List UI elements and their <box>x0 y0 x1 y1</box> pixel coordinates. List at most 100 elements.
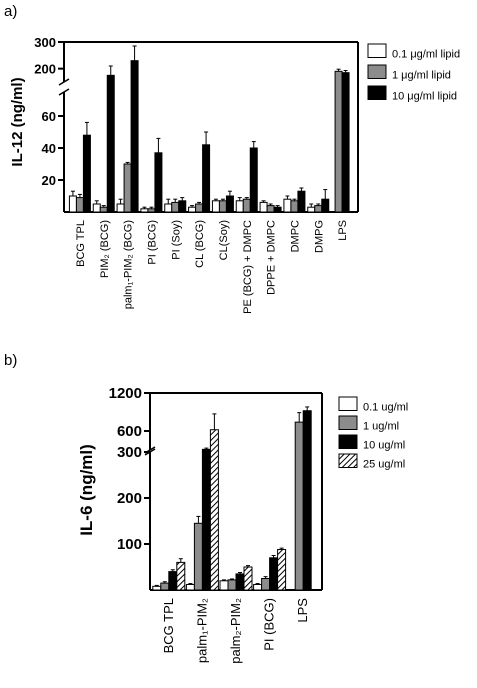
panel-a-axis-break-mark <box>58 78 70 86</box>
panel-a-legend-label: 0.1 μg/ml lipid <box>392 49 460 61</box>
panel-b-chart: b) IL-6 (ng/ml) 100 200 300 600 1200 BCG TPL p… <box>4 352 408 664</box>
panel-a-bar-1-g-ml-lipid <box>75 197 84 213</box>
panel-a-category-label: DMPG <box>313 220 325 253</box>
panel-a-y-tick-label: 200 <box>34 62 56 77</box>
panel-b-bar-1-ug-ml <box>227 579 237 591</box>
panel-a-bar-10-g-ml-lipid <box>82 134 91 213</box>
panel-b-bar-25-ug-ml <box>209 429 219 591</box>
panel-a-category-label: LPS <box>337 220 349 241</box>
panel-a-bar-0-1-g-ml-lipid <box>140 208 149 213</box>
panel-a-bar-0-1-g-ml-lipid <box>211 200 220 213</box>
panel-a-bar-1-g-ml-lipid <box>147 208 156 213</box>
panel-a-bar-10-g-ml-lipid <box>341 72 350 213</box>
panel-a-category-label: DPPE + DMPC <box>266 220 278 295</box>
panel-b-y-tick-label: 100 <box>117 536 142 553</box>
panel-a-y-tick-label: 40 <box>42 141 56 156</box>
panel-a-legend-label: 1 μg/ml lipid <box>392 70 451 82</box>
panel-b-legend-swatch <box>338 415 358 430</box>
panel-a-legend-swatch <box>367 85 387 100</box>
panel-b-category-label: palm₂-PIM₂ <box>228 598 243 664</box>
panel-b-legend-swatch <box>338 453 358 468</box>
panel-b-y-tick-label: 200 <box>117 490 142 507</box>
panel-a-bar-0-1-g-ml-lipid <box>92 203 101 213</box>
panel-a-bar-10-g-ml-lipid <box>178 200 187 213</box>
panel-a-y-tick-label: 20 <box>42 173 56 188</box>
panel-a-bar-10-g-ml-lipid <box>106 74 115 213</box>
panel-b-legend-label: 25 ug/ml <box>363 459 405 471</box>
panel-b-bar-0-1-ug-ml <box>253 583 263 591</box>
panel-b-y-axis-label: IL-6 (ng/ml) <box>77 444 96 536</box>
panel-a-category-label: PE (BCG) + DMPC <box>242 220 254 314</box>
panel-b-category-label: palm₁-PIM₂ <box>194 598 209 663</box>
panel-b-bar-25-ug-ml <box>176 561 186 591</box>
panel-a-bar-1-g-ml-lipid <box>266 205 275 213</box>
panel-b-bar-0-1-ug-ml <box>152 585 162 591</box>
panel-b-category-label: LPS <box>295 598 310 623</box>
panel-a-label: a) <box>4 3 17 20</box>
panel-a-bar-10-g-ml-lipid <box>273 206 282 213</box>
panel-b-bar-10-ug-ml <box>201 448 211 591</box>
panel-b-y-tick-label: 600 <box>117 423 142 440</box>
panel-a-category-label: CL (BCG) <box>194 220 206 268</box>
panel-a-y-axis-label: IL-12 (ng/ml) <box>9 77 26 166</box>
panel-b-bar-10-ug-ml <box>302 410 312 591</box>
panel-a-bar-1-g-ml-lipid <box>99 206 108 213</box>
panel-b-category-label: BCG TPL <box>161 598 176 653</box>
panel-b-bar-1-ug-ml <box>193 522 203 591</box>
panel-b-bar-0-1-ug-ml <box>219 580 229 591</box>
panel-a-category-label: PI (BCG) <box>146 220 158 265</box>
panel-b-category-label: PI (BCG) <box>262 598 277 651</box>
panel-a-legend-swatch <box>367 43 387 58</box>
panel-b-legend-swatch <box>338 396 358 411</box>
panel-a-axis-break-mark <box>58 88 70 96</box>
panel-a-bar-10-g-ml-lipid <box>297 190 306 213</box>
panel-a-bar-0-1-g-ml-lipid <box>235 200 244 213</box>
panel-a-y-tick-label: 300 <box>34 35 56 50</box>
panel-a-bar-10-g-ml-lipid <box>321 198 330 213</box>
panel-b-y-tick-label: 300 <box>117 444 142 461</box>
panel-a-category-label: DMPC <box>289 220 301 252</box>
panel-b-bar-10-ug-ml <box>269 557 279 591</box>
panel-a-bar-1-g-ml-lipid <box>314 205 323 213</box>
panel-a-bar-10-g-ml-lipid <box>130 60 139 213</box>
panel-a-bar-10-g-ml-lipid <box>154 152 163 213</box>
panel-a-bar-1-g-ml-lipid <box>195 203 204 213</box>
panel-a-bar-1-g-ml-lipid <box>171 201 180 213</box>
panel-b-bar-25-ug-ml <box>243 566 253 591</box>
panel-b-bar-0-1-ug-ml <box>185 583 195 591</box>
panel-a-bar-1-g-ml-lipid <box>123 163 132 213</box>
panel-a-bar-10-g-ml-lipid <box>249 147 258 213</box>
panel-b-bar-25-ug-ml <box>277 549 287 591</box>
panel-a-category-label: palm₁-PIM₂ (BCG) <box>123 220 135 309</box>
panel-b-bar-1-ug-ml <box>160 582 170 591</box>
panel-b-bar-10-ug-ml <box>168 571 178 591</box>
panel-b-legend-label: 1 ug/ml <box>363 421 399 433</box>
panel-a-legend-swatch <box>367 64 387 79</box>
panel-a-bar-0-1-g-ml-lipid <box>307 206 316 213</box>
panel-b-bar-10-ug-ml <box>235 573 245 591</box>
panel-a-legend-label: 10 μg/ml lipid <box>392 91 457 103</box>
panel-b-y-tick-label: 1200 <box>109 385 142 402</box>
panel-a-bar-0-1-g-ml-lipid <box>259 201 268 213</box>
panel-a-category-label: BCG TPL <box>75 220 87 267</box>
panel-a-bar-1-g-ml-lipid <box>334 70 343 213</box>
panel-a-bar-1-g-ml-lipid <box>218 200 227 213</box>
panel-a-y-tick-label: 60 <box>42 109 56 124</box>
panel-a-bar-0-1-g-ml-lipid <box>164 203 173 213</box>
panel-b-legend-label: 10 ug/ml <box>363 440 405 452</box>
panel-a-bar-0-1-g-ml-lipid <box>116 203 125 213</box>
panel-a-category-label: PIM₂ (BCG) <box>99 220 111 278</box>
panel-b-label: b) <box>4 352 17 369</box>
panel-a-category-label: PI (Soy) <box>170 220 182 260</box>
panel-b-legend-swatch <box>338 434 358 449</box>
panel-a-bar-0-1-g-ml-lipid <box>188 206 197 213</box>
panel-a-bar-10-g-ml-lipid <box>225 195 234 213</box>
panel-a-category-label: CL(Soy) <box>218 220 230 260</box>
panel-a-bar-0-1-g-ml-lipid <box>68 195 77 213</box>
panel-a-bar-1-g-ml-lipid <box>242 198 251 213</box>
panel-a-chart: a) IL-12 (ng/ml) 20 40 60 200 300 BCG TPL PIM₂… <box>4 3 460 314</box>
panel-a-bar-1-g-ml-lipid <box>290 200 299 213</box>
panel-b-legend-label: 0.1 ug/ml <box>363 402 408 414</box>
panel-b-bar-1-ug-ml <box>294 421 304 591</box>
